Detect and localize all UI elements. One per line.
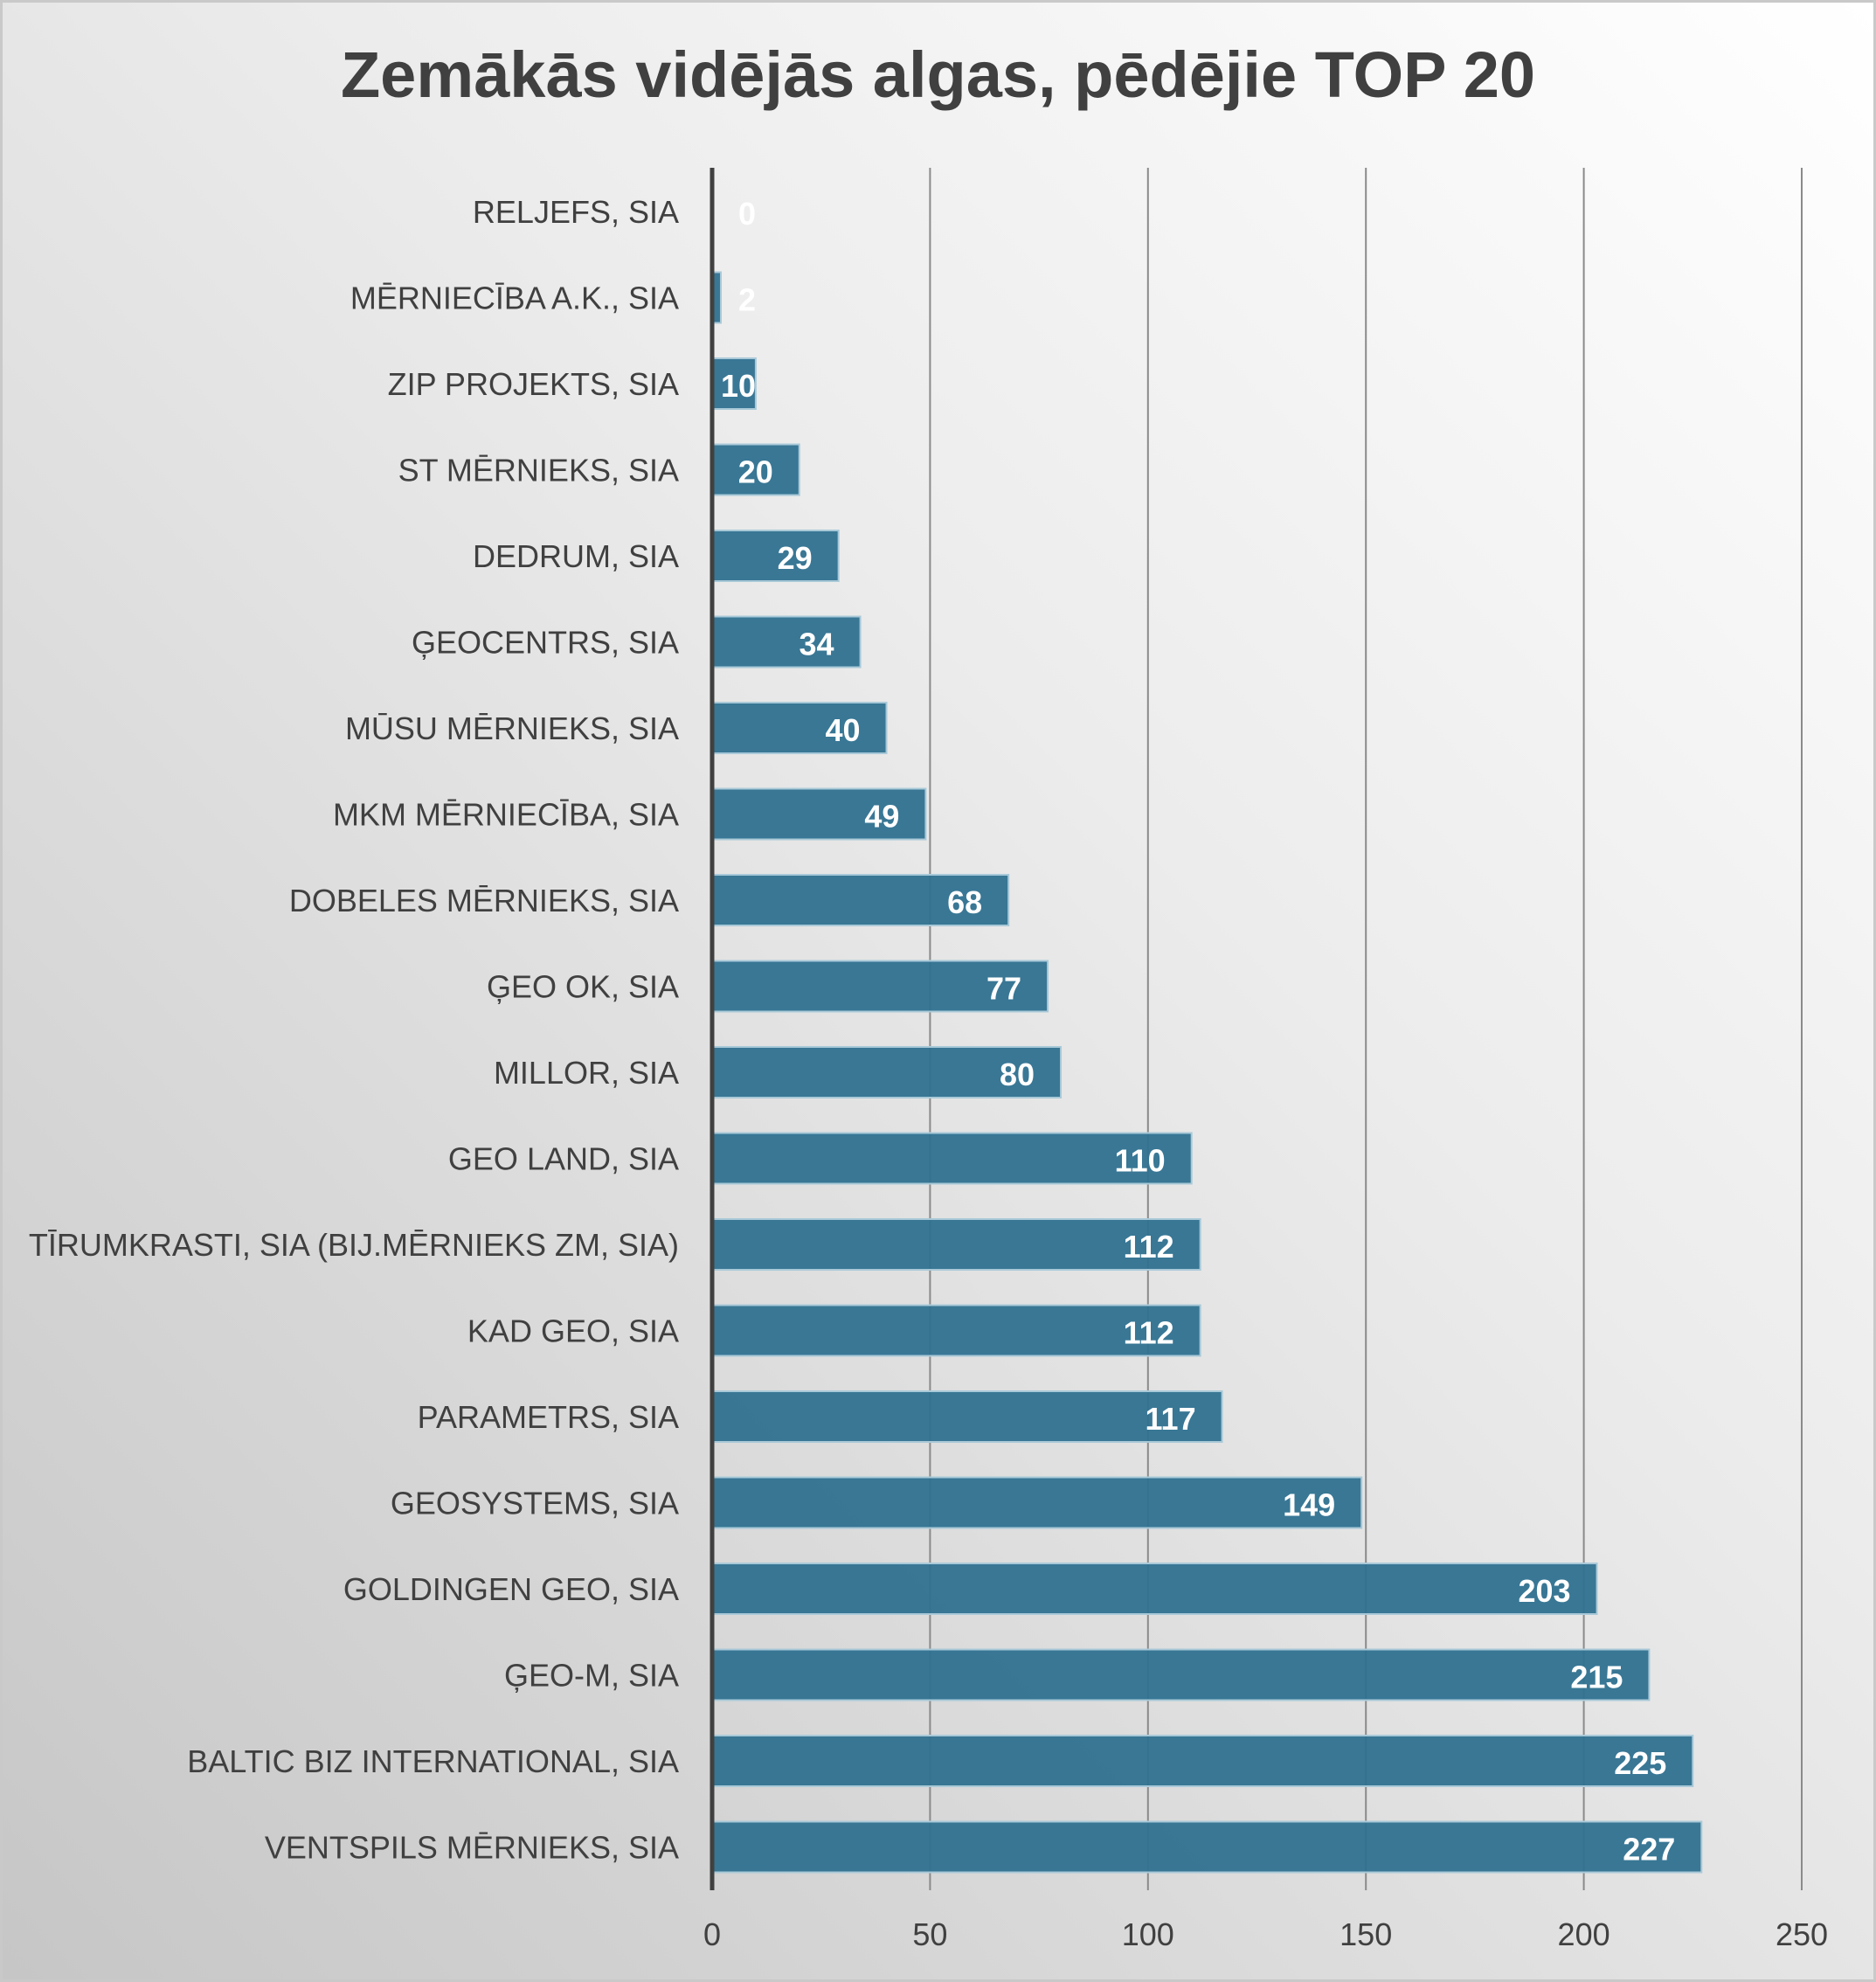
data-label: 77 <box>986 971 1021 1007</box>
data-label: 149 <box>1283 1487 1335 1523</box>
category-label: ĢEO-M, SIA <box>504 1658 679 1694</box>
bar <box>711 615 862 669</box>
category-label: GEOSYSTEMS, SIA <box>391 1486 679 1521</box>
bar <box>711 1648 1651 1701</box>
category-label: MĒRNIECĪBA A.K., SIA <box>350 281 679 316</box>
bar <box>711 1218 1201 1271</box>
data-label: 20 <box>738 454 773 490</box>
data-label: 0 <box>738 196 756 232</box>
bar <box>711 1476 1363 1529</box>
bar <box>711 1563 1598 1615</box>
category-label: DOBELES MĒRNIEKS, SIA <box>289 883 679 918</box>
category-label: DEDRUM, SIA <box>473 538 679 574</box>
data-label: 112 <box>1124 1229 1174 1265</box>
bar <box>711 1132 1193 1185</box>
data-label: 29 <box>778 540 813 576</box>
data-label: 34 <box>800 627 834 662</box>
data-label: 2 <box>738 282 756 318</box>
data-label: 215 <box>1570 1660 1623 1695</box>
x-tick-label: 100 <box>1122 1916 1174 1952</box>
category-label: ĢEOCENTRS, SIA <box>412 625 679 661</box>
data-label: 117 <box>1146 1401 1196 1437</box>
bar <box>711 357 757 410</box>
category-label: VENTSPILS MĒRNIEKS, SIA <box>265 1830 679 1866</box>
data-label: 112 <box>1124 1315 1174 1351</box>
category-label: ZIP PROJEKTS, SIA <box>388 366 679 402</box>
data-label: 49 <box>864 799 899 835</box>
category-label: GEO LAND, SIA <box>448 1141 679 1177</box>
category-label: RELJEFS, SIA <box>473 194 679 230</box>
bar <box>711 702 888 754</box>
category-label: MŪSU MĒRNIEKS, SIA <box>345 710 679 746</box>
category-label: GOLDINGEN GEO, SIA <box>343 1571 679 1607</box>
x-tick-label: 0 <box>703 1916 721 1952</box>
category-label: ST MĒRNIEKS, SIA <box>398 453 679 489</box>
category-label: KAD GEO, SIA <box>467 1313 679 1349</box>
category-label: PARAMETRS, SIA <box>418 1399 679 1435</box>
bar <box>711 1735 1694 1787</box>
data-label: 40 <box>825 712 860 748</box>
x-tick-label: 150 <box>1340 1916 1392 1952</box>
bar <box>711 1304 1201 1357</box>
bar <box>711 787 927 841</box>
data-label: 227 <box>1623 1832 1675 1868</box>
data-label: 68 <box>947 884 982 920</box>
bar <box>711 530 840 582</box>
category-label: ĢEO OK, SIA <box>487 969 679 1005</box>
category-label: BALTIC BIZ INTERNATIONAL, SIA <box>187 1743 679 1779</box>
bar <box>711 960 1049 1013</box>
category-label: TĪRUMKRASTI, SIA (BIJ.MĒRNIEKS ZM, SIA) <box>29 1227 679 1263</box>
x-tick-label: 50 <box>912 1916 947 1952</box>
data-label: 203 <box>1518 1573 1570 1609</box>
data-label: 110 <box>1115 1143 1166 1179</box>
x-tick-label: 250 <box>1776 1916 1828 1952</box>
bar <box>711 1820 1703 1874</box>
data-label: 80 <box>1000 1057 1035 1092</box>
data-label: 10 <box>721 368 756 404</box>
data-label: 225 <box>1614 1745 1666 1781</box>
category-label: MILLOR, SIA <box>494 1055 679 1091</box>
x-tick-label: 200 <box>1558 1916 1610 1952</box>
chart-title: Zemākās vidējās algas, pēdējie TOP 20 <box>340 38 1536 111</box>
category-label: MKM MĒRNIECĪBA, SIA <box>333 797 679 833</box>
